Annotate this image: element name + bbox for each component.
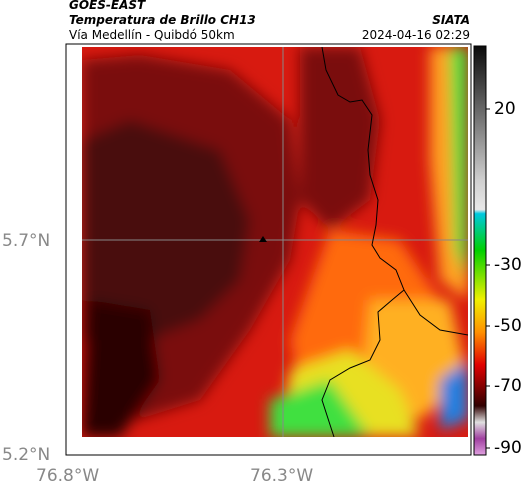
border-line [321, 47, 405, 437]
lon-label-2: 76.3°W [250, 466, 314, 486]
colorbar-label-neg70: -70 [494, 376, 522, 396]
colorbar-label-20: 20 [494, 99, 516, 119]
title-source: SIATA [432, 13, 470, 27]
lat-label-2: 5.2°N [2, 445, 51, 465]
title-product: Temperatura de Brillo CH13 [69, 13, 256, 27]
title-satellite: GOES-EAST [69, 0, 146, 12]
lon-label-1: 76.8°W [36, 466, 100, 486]
temperature-field [82, 47, 468, 437]
colorbar-label-neg30: -30 [494, 255, 522, 275]
city-marker [259, 236, 267, 242]
title-region: Vía Medellín - Quibdó 50km [69, 28, 235, 42]
border-line-2 [403, 289, 468, 336]
colorbar-label-neg90: -90 [494, 438, 522, 458]
colorbar-label-neg50: -50 [494, 316, 522, 336]
colorbar-ticks [486, 108, 490, 449]
lat-label-1: 5.7°N [2, 231, 51, 251]
colorbar [473, 45, 487, 456]
title-datetime: 2024-04-16 02:29 [361, 28, 470, 42]
